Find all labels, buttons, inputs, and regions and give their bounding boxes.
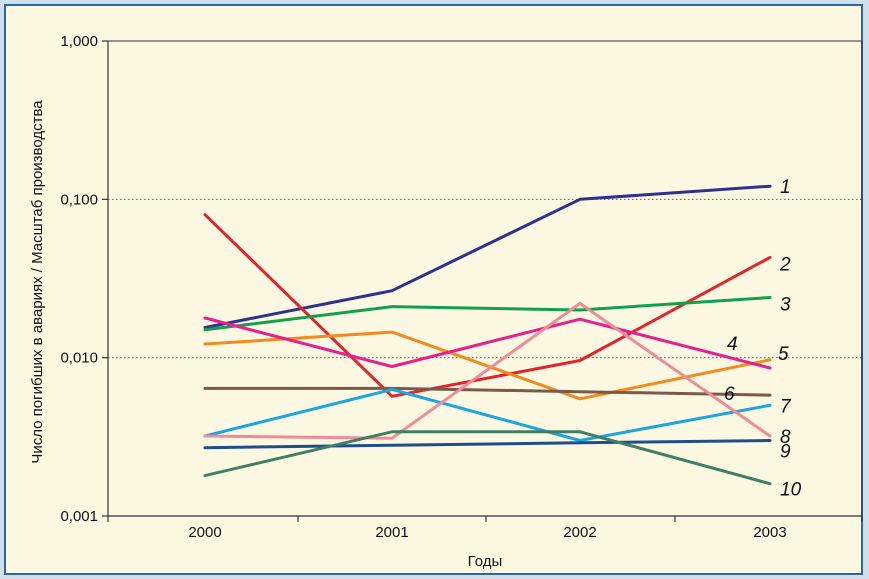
- x-tick-label: 2003: [753, 524, 786, 541]
- y-tick-label: 0,010: [60, 350, 98, 367]
- series-label-3: 3: [780, 295, 791, 316]
- series-labels: 1 2 3 4 5 6 7 89 10: [724, 177, 802, 501]
- series-line-8: [203, 301, 772, 440]
- series-line-9: [203, 439, 772, 450]
- y-tick-label: 0,100: [60, 191, 98, 208]
- series-lines: [203, 184, 772, 486]
- series-label-6: 6: [724, 384, 735, 405]
- series-label-2: 2: [779, 254, 791, 275]
- x-ticks: 2000 2001 2002 2003: [107, 516, 863, 541]
- series-label-7: 7: [780, 396, 792, 417]
- series-line-10: [203, 430, 772, 486]
- series-line-1: [203, 184, 772, 329]
- x-tick-label: 2001: [375, 524, 408, 541]
- series-label-4: 4: [727, 334, 738, 355]
- series-line-3: [203, 296, 772, 332]
- axes: [107, 40, 863, 517]
- gridlines: [108, 198, 862, 359]
- series-line-6: [203, 386, 772, 397]
- y-tick-label: 1,000: [60, 33, 98, 50]
- series-label-10: 10: [780, 480, 802, 501]
- series-label-8: 8: [780, 427, 791, 448]
- y-axis-title: Число погибших в авариях / Масштаб произ…: [29, 100, 46, 464]
- series-label-5: 5: [778, 344, 789, 365]
- series-line-7: [203, 387, 772, 442]
- chart-frame: [4, 4, 863, 575]
- series-label-1: 1: [780, 177, 791, 198]
- series-label-9: 9: [780, 442, 791, 463]
- y-tick-label: 0,001: [60, 508, 98, 525]
- x-tick-label: 2000: [188, 524, 221, 541]
- y-ticks: 0,001 0,010 0,100 1,000: [60, 33, 108, 525]
- x-tick-label: 2002: [563, 524, 596, 541]
- series-line-4: [203, 330, 772, 401]
- series-line-5: [203, 316, 772, 370]
- series-line-2: [203, 213, 772, 398]
- x-axis-title: Годы: [468, 553, 503, 570]
